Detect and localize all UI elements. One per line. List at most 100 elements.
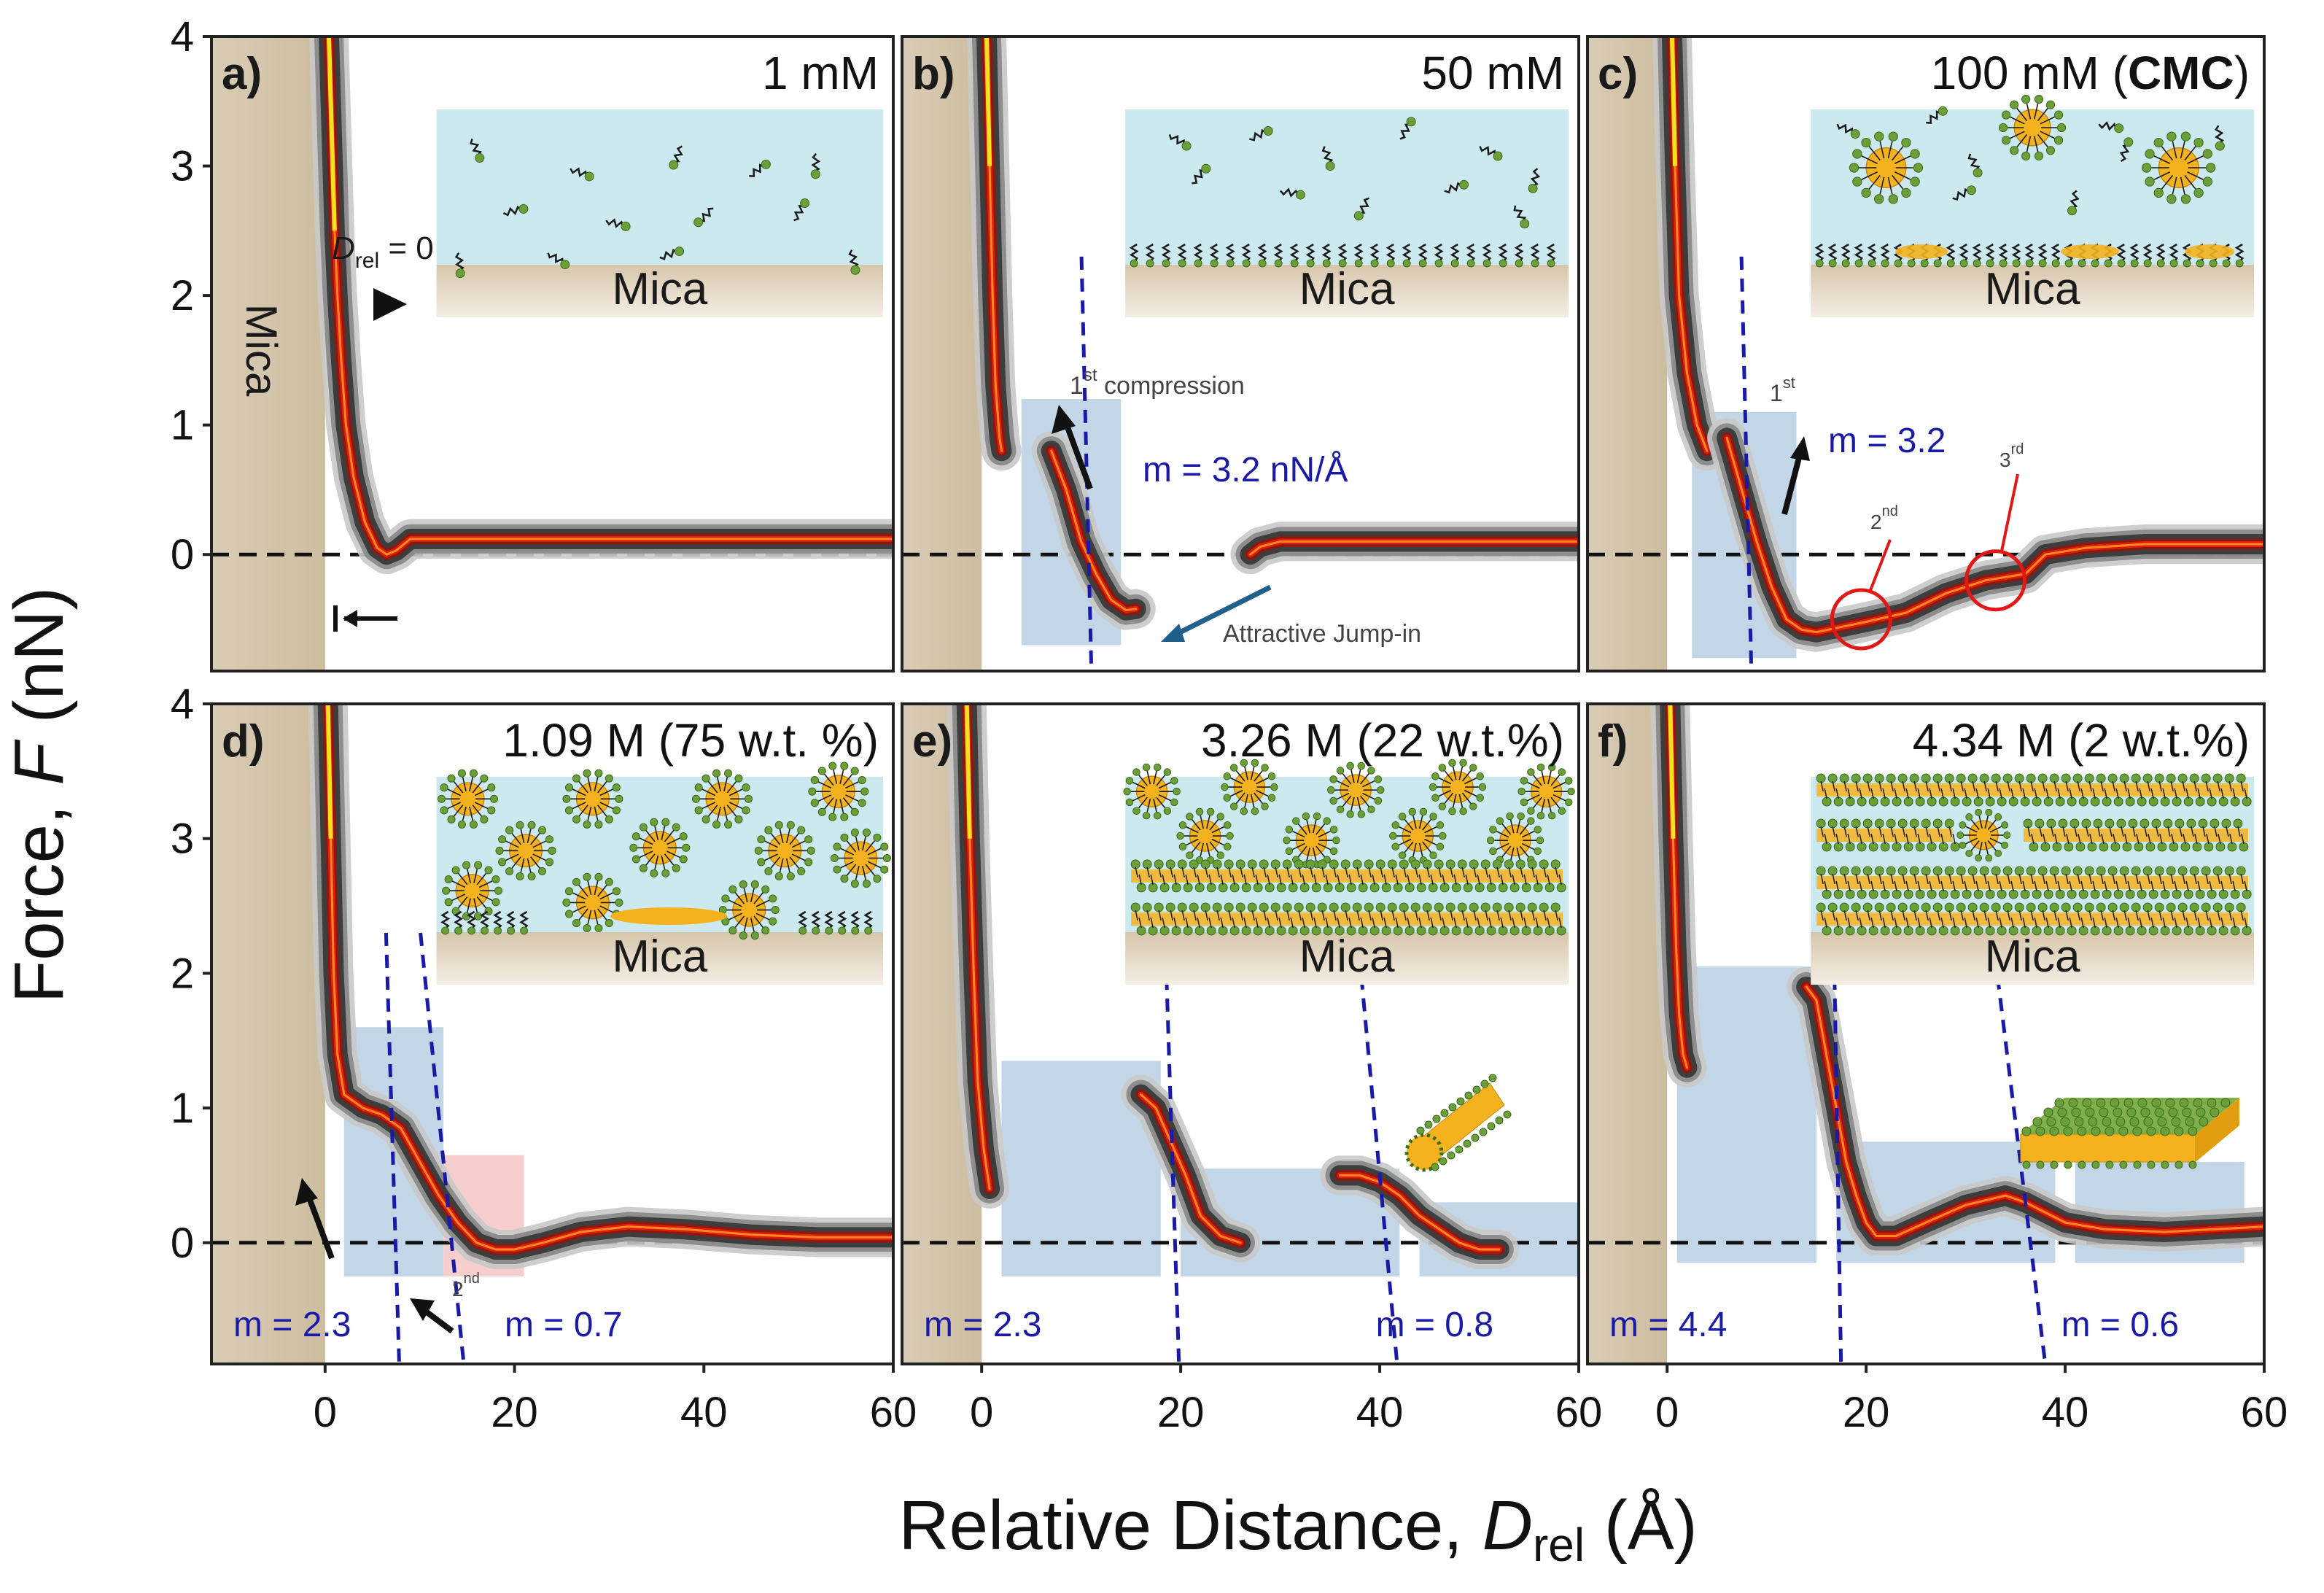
- surfactant-head: [1178, 821, 1187, 829]
- surfactant-tail: [1530, 243, 1540, 263]
- micelle-tail: [1398, 826, 1412, 834]
- surfactant-head: [2209, 259, 2218, 268]
- surfactant-head: [1353, 211, 1364, 221]
- surfactant-head: [2105, 1160, 2114, 1169]
- surfactant-head: [612, 806, 621, 815]
- surfactant-head: [2067, 206, 2078, 216]
- surfactant-head: [545, 858, 554, 867]
- bilayer-tail: [1820, 826, 1824, 837]
- surfactant-head: [764, 867, 773, 876]
- x-tick-label: 20: [491, 1389, 538, 1436]
- bilayer-tail: [1960, 873, 1964, 885]
- surfactant-head: [2206, 163, 2216, 173]
- x-tick-label: 0: [1655, 1389, 1679, 1436]
- surfactant-tail: [519, 910, 529, 930]
- micelle-tail: [505, 840, 519, 848]
- bilayer-tail: [2045, 917, 2049, 929]
- micelle-tail: [707, 780, 718, 794]
- surfactant-head: [494, 926, 502, 935]
- surfactant-tail: [2215, 125, 2225, 146]
- surfactant-head: [828, 813, 837, 821]
- surfactant-head: [1965, 813, 1973, 821]
- bilayer-tail: [1824, 788, 1827, 799]
- surfactant-tail: [1321, 146, 1334, 166]
- surfactant-head: [761, 885, 770, 894]
- surfactant-head: [728, 885, 737, 894]
- compression-arrow-icon: [1781, 451, 1803, 516]
- surfactant-head: [2034, 151, 2044, 161]
- surfactant-head: [1868, 259, 1876, 268]
- third-step-circle: [1964, 549, 2027, 612]
- micelle-tail: [1552, 781, 1566, 789]
- bilayer-tail: [1894, 880, 1897, 892]
- surfactant-head: [840, 813, 849, 821]
- surfactant-head: [880, 865, 889, 874]
- micelle-tail: [578, 884, 588, 897]
- bilayer-tail: [1488, 874, 1492, 885]
- bilayer-tail: [2053, 910, 2057, 921]
- surfactant-head: [1313, 812, 1321, 821]
- surfactant-head: [825, 926, 833, 935]
- surfactant-head: [1476, 794, 1484, 802]
- surfactant-head: [1910, 149, 1920, 159]
- surfactant-head: [1852, 149, 1862, 159]
- bilayer-tail: [1890, 780, 1894, 792]
- surfactant-head: [1901, 137, 1911, 148]
- surfactant-head: [527, 821, 536, 829]
- surfactant-head: [583, 769, 591, 778]
- panel-title: 3.26 M (22 w.t.%): [1201, 714, 1564, 767]
- bilayer-tail: [1240, 910, 1243, 921]
- surfactant-head: [702, 815, 710, 823]
- bilayer-tail: [2170, 780, 2174, 792]
- bilayer-tail: [1228, 910, 1232, 921]
- bilayer-tail: [1453, 917, 1457, 929]
- bilayer-tail: [1208, 874, 1212, 885]
- surfactant-head: [1440, 1109, 1449, 1117]
- surfactant-head: [1907, 259, 1916, 268]
- bilayer-tail: [1205, 867, 1208, 878]
- micelle-tail: [1359, 773, 1369, 785]
- bilayer-tail: [1290, 917, 1294, 929]
- surfactant-tail: [2169, 243, 2179, 263]
- bilayer-tail: [2097, 826, 2101, 837]
- surfactant-head: [2105, 1126, 2115, 1136]
- micelle-tail: [1306, 819, 1310, 834]
- surfactant-head: [1406, 117, 1416, 127]
- surfactant-head: [840, 875, 849, 883]
- trace-second-band-5: [1050, 449, 1138, 612]
- surfactant-head: [1526, 817, 1535, 825]
- panel-label: a): [222, 49, 262, 99]
- surfactant-head: [2156, 259, 2165, 268]
- bilayer-tail: [1170, 910, 1173, 921]
- surfactant-head: [1888, 131, 1898, 142]
- micelle-tail: [1424, 838, 1437, 846]
- micelle-tail: [1254, 770, 1263, 782]
- surfactant-head: [1489, 826, 1497, 834]
- surfactant-head: [2188, 1160, 2197, 1169]
- surfactant-head: [2051, 259, 2060, 268]
- bilayer-tail: [1878, 780, 1882, 792]
- bilayer-tail: [1835, 788, 1839, 799]
- y-tick-label: 2: [171, 272, 194, 319]
- surfactant-tail: [547, 252, 564, 266]
- bilayer-tail: [2147, 873, 2150, 885]
- micelle-tail: [462, 777, 467, 791]
- surfactant-head: [1291, 817, 1300, 825]
- micelle-tail: [572, 788, 586, 796]
- surfactant-head: [480, 815, 489, 823]
- bilayer-tail: [1960, 780, 1964, 792]
- x-tick-label: 0: [970, 1389, 993, 1436]
- surfactant-head: [1495, 1116, 1504, 1125]
- surfactant-head: [2012, 259, 2021, 268]
- surfactant-head: [594, 769, 603, 778]
- bilayer-tail: [1987, 917, 1991, 929]
- bilayer-tail: [1894, 917, 1897, 929]
- bilayer-tail: [1162, 874, 1165, 885]
- surfactant-head: [562, 898, 571, 907]
- bilayer-tail: [2053, 873, 2057, 885]
- bilayer-tail: [2115, 917, 2119, 929]
- surfactant-head: [1322, 259, 1331, 268]
- bilayer-tail: [1843, 780, 1847, 792]
- surfactant-head: [838, 926, 847, 935]
- surfactant-head: [679, 832, 688, 841]
